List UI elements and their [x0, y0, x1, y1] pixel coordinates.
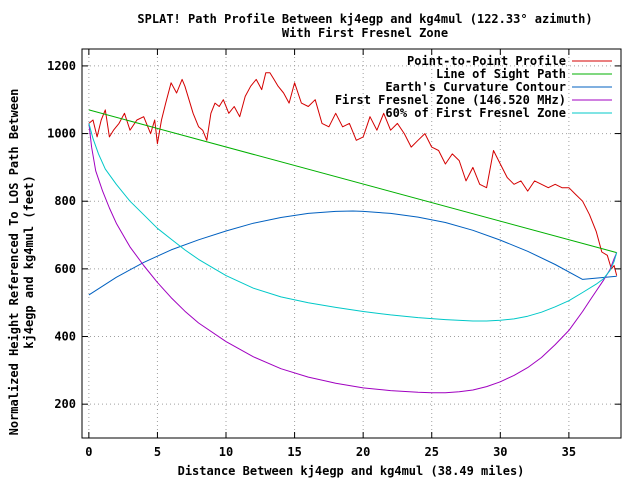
series-line-line-of-sight-path — [88, 109, 617, 254]
y-tick-label: 600 — [54, 262, 76, 276]
legend-label-line-of-sight-path: Line of Sight Path — [436, 67, 566, 81]
y-tick-label: 200 — [54, 397, 76, 411]
x-tick-label: 15 — [287, 445, 301, 459]
x-tick-label: 35 — [562, 445, 576, 459]
series-line-first-fresnel-zone-146-520-mhz — [88, 123, 618, 394]
plot-frame — [81, 48, 622, 439]
chart-subtitle: With First Fresnel Zone — [282, 26, 448, 40]
x-tick-label: 10 — [219, 445, 233, 459]
x-axis-label: Distance Between kj4egp and kg4mul (38.4… — [178, 464, 525, 478]
legend-label-60-of-first-fresnel-zone: 60% of First Fresnel Zone — [385, 106, 566, 120]
legend-label-point-to-point-profile: Point-to-Point Profile — [407, 54, 566, 68]
x-tick-label: 5 — [154, 445, 161, 459]
x-tick-label: 0 — [85, 445, 92, 459]
series-line-point-to-point-profile — [88, 72, 618, 276]
series-line-60-of-first-fresnel-zone — [88, 123, 618, 322]
series-layer — [88, 72, 618, 394]
x-tick-label: 25 — [425, 445, 439, 459]
x-tick-label: 20 — [356, 445, 370, 459]
y-axis-label-line1: Normalized Height Referenced To LOS Path… — [7, 89, 21, 436]
legend-label-first-fresnel-zone-146-520-mhz: First Fresnel Zone (146.520 MHz) — [335, 93, 566, 107]
chart-title: SPLAT! Path Profile Between kj4egp and k… — [137, 12, 592, 26]
legend-label-earth-s-curvature-contour: Earth's Curvature Contour — [385, 80, 566, 94]
x-tick-label: 30 — [493, 445, 507, 459]
y-tick-label: 1200 — [47, 59, 76, 73]
y-tick-label: 1000 — [47, 127, 76, 141]
tick-layer: 0 5 10 15 20 25 30 35 200 400 600 800 1000 1200 — [47, 49, 621, 459]
y-tick-label: 400 — [54, 330, 76, 344]
y-tick-label: 800 — [54, 194, 76, 208]
y-axis-label-line2: kj4egp and kg4mul (feet) — [22, 175, 36, 348]
